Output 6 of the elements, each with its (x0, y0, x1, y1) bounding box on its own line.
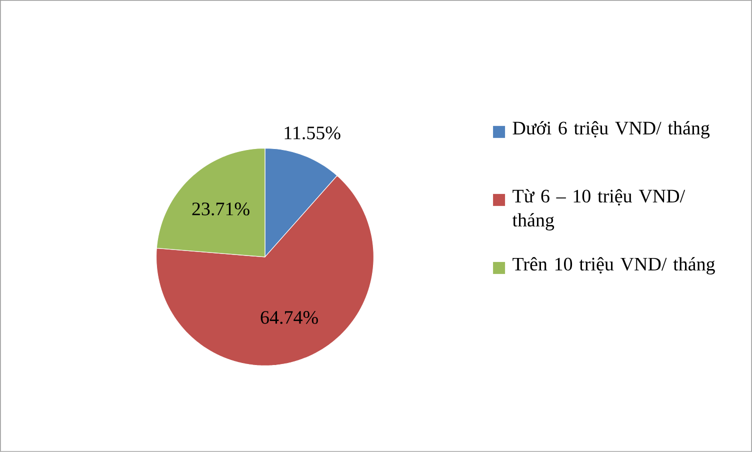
data-label: 11.55% (284, 126, 340, 140)
legend-label: Trên 10 triệu VND/ tháng (512, 257, 715, 275)
legend-label: Dưới 6 triệu VND/ tháng (512, 121, 710, 138)
data-label: 23.71% (192, 202, 250, 216)
data-label: 64.74% (260, 311, 318, 324)
legend-label: Từ 6 – 10 triệu VND/ tháng (512, 189, 686, 231)
